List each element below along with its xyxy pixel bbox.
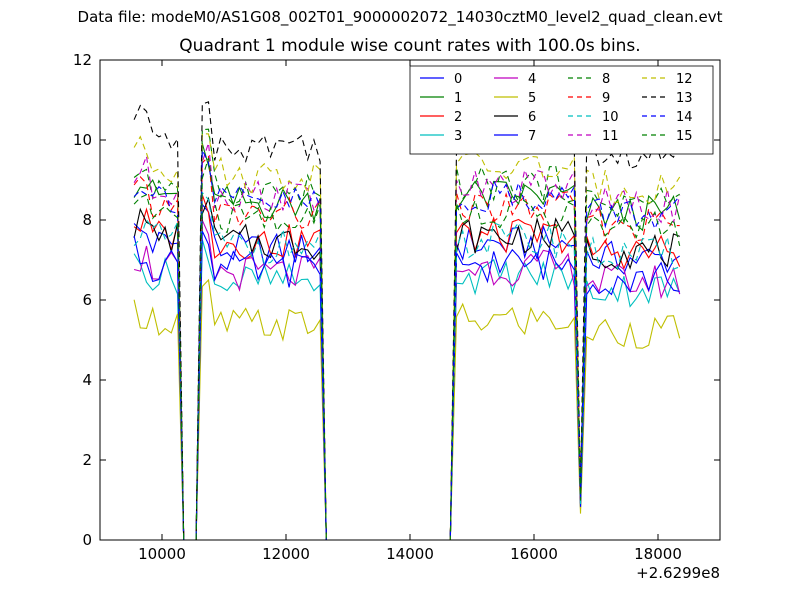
- legend-label-4: 4: [528, 72, 536, 87]
- legend-label-11: 11: [602, 129, 619, 144]
- series-line-12: [133, 133, 681, 541]
- y-tick-label: 10: [73, 131, 92, 149]
- legend-label-8: 8: [602, 72, 610, 87]
- y-tick-label: 12: [73, 51, 92, 69]
- x-tick-label: 14000: [386, 545, 434, 563]
- series-line-3: [133, 239, 681, 541]
- series-line-10: [133, 191, 680, 541]
- series-line-9: [133, 155, 680, 541]
- x-tick-label: 12000: [262, 545, 310, 563]
- legend-label-0: 0: [454, 72, 462, 87]
- series-line-0: [133, 203, 681, 541]
- x-tick-label: 16000: [510, 545, 558, 563]
- legend-label-7: 7: [528, 129, 536, 144]
- chart-title: Quadrant 1 module wise count rates with …: [179, 36, 641, 56]
- series-line-8: [133, 128, 680, 541]
- series-layer: [133, 101, 681, 541]
- legend-box: [409, 65, 714, 155]
- series-line-1: [133, 143, 681, 541]
- y-tick-label: 6: [82, 291, 92, 309]
- y-tick-label: 2: [82, 451, 92, 469]
- x-offset-label: +2.6299e8: [636, 564, 720, 582]
- y-tick-label: 4: [82, 371, 92, 389]
- legend-label-3: 3: [454, 129, 462, 144]
- series-line-2: [133, 194, 681, 541]
- legend-label-6: 6: [528, 110, 536, 125]
- figure-suptitle: Data file: modeM0/AS1G08_002T01_90000020…: [77, 8, 723, 26]
- legend-label-13: 13: [676, 91, 693, 106]
- legend-label-9: 9: [602, 91, 610, 106]
- series-line-15: [133, 157, 681, 541]
- legend-label-15: 15: [676, 129, 693, 144]
- legend-label-14: 14: [676, 110, 693, 125]
- legend-label-1: 1: [454, 91, 462, 106]
- legend-label-2: 2: [454, 110, 462, 125]
- legend-label-12: 12: [676, 72, 693, 87]
- legend-label-5: 5: [528, 91, 536, 106]
- y-tick-label: 8: [82, 211, 92, 229]
- series-line-7: [133, 230, 680, 541]
- series-line-6: [133, 196, 680, 541]
- series-line-11: [133, 142, 681, 541]
- series-line-5: [133, 278, 681, 541]
- y-tick-label: 0: [82, 531, 92, 549]
- x-tick-label: 10000: [138, 545, 186, 563]
- legend-label-10: 10: [602, 110, 619, 125]
- x-tick-label: 18000: [634, 545, 682, 563]
